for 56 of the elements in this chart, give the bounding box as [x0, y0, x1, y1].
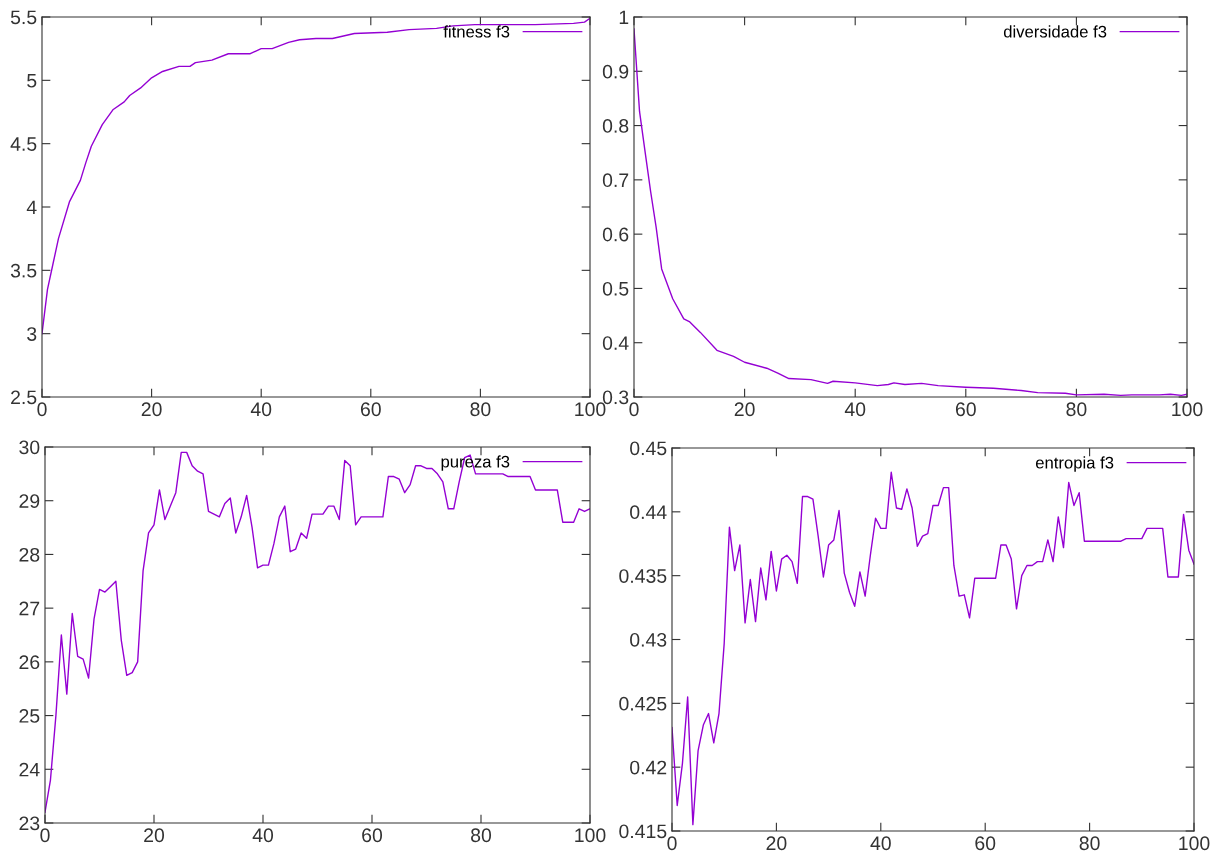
x-tick-label: 80 [471, 828, 492, 843]
y-tick-label: 2.5 [11, 390, 37, 405]
y-tick-label: 0.44 [630, 505, 667, 520]
y-tick-label: 3.5 [10, 263, 37, 278]
x-tick-label: 80 [1066, 402, 1087, 417]
y-tick-label: 0.8 [602, 119, 629, 133]
x-tick-label: 40 [252, 828, 274, 843]
y-tick-label: 0.42 [630, 760, 667, 775]
y-tick-label: 5.5 [10, 10, 37, 25]
legend-label: entropia f3 [1035, 456, 1114, 472]
x-tick-label: 100 [575, 828, 606, 843]
x-tick-label: 20 [734, 402, 755, 417]
x-tick-label: 100 [1179, 836, 1210, 851]
y-tick-label: 0.425 [619, 696, 667, 711]
legend-label: fitness f3 [443, 25, 510, 38]
x-tick-label: 0 [40, 828, 50, 843]
x-tick-label: 60 [360, 402, 381, 417]
x-tick-label: 0 [37, 402, 47, 417]
y-tick-label: 0.43 [630, 632, 667, 647]
y-tick-label: 4.5 [10, 137, 37, 151]
y-tick-label: 0.435 [619, 569, 667, 583]
y-tick-label: 24 [19, 762, 40, 777]
y-tick-label: 0.5 [602, 281, 629, 296]
x-tick-label: 20 [766, 836, 787, 851]
y-tick-label: 0.415 [619, 824, 667, 839]
x-tick-label: 0 [629, 402, 639, 417]
y-tick-label: 0.45 [630, 441, 667, 456]
x-tick-label: 20 [141, 402, 162, 417]
x-tick-label: 40 [844, 402, 866, 417]
y-tick-label: 28 [19, 547, 40, 562]
y-tick-label: 25 [19, 709, 40, 723]
x-tick-label: 40 [870, 836, 891, 851]
y-tick-label: 0.9 [602, 64, 629, 79]
x-tick-label: 80 [470, 402, 491, 417]
y-tick-label: 1 [619, 10, 629, 25]
x-tick-label: 0 [667, 836, 677, 851]
x-tick-label: 40 [250, 402, 272, 417]
x-tick-label: 60 [362, 828, 383, 843]
y-tick-label: 30 [19, 440, 40, 455]
y-tick-label: 5 [27, 74, 37, 88]
text: diversidade f3 [1003, 25, 1107, 38]
x-tick-label: 100 [1172, 402, 1203, 417]
y-tick-label: 23 [19, 816, 40, 831]
x-tick-label: 20 [144, 828, 165, 843]
y-tick-label: 26 [19, 655, 40, 670]
y-tick-label: 3 [27, 327, 37, 341]
line-series [672, 471, 1194, 826]
y-tick-label: 29 [19, 494, 40, 508]
y-tick-label: 0.6 [602, 227, 629, 242]
y-tick-label: 27 [19, 601, 40, 616]
x-tick-label: 60 [975, 836, 996, 851]
x-tick-label: 60 [955, 402, 976, 417]
y-tick-label: 4 [26, 200, 37, 215]
y-tick-label: 0.4 [602, 336, 629, 350]
y-tick-label: 0.7 [602, 173, 629, 188]
x-tick-label: 80 [1079, 836, 1100, 851]
